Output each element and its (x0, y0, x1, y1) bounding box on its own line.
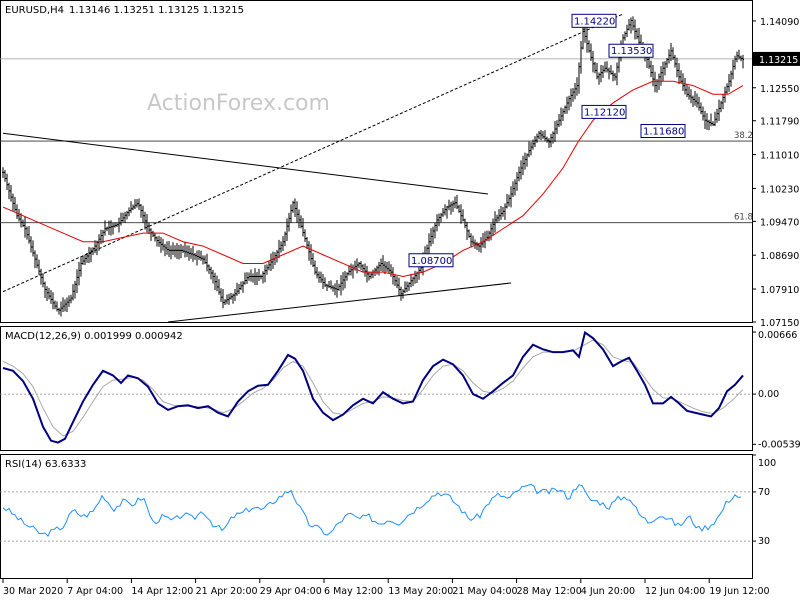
rsi-label: RSI(14) 63.6333 (5, 459, 86, 470)
fib-level-label: 38.2 (734, 131, 753, 141)
x-tick-label: 19 Jun 12:00 (709, 586, 769, 597)
fib-level-label: 61.8 (734, 213, 753, 223)
symbol-label: EURUSD,H4 (5, 5, 64, 16)
x-tick-label: 13 May 20:00 (388, 586, 453, 597)
price-y-tick-label: 1.11010 (760, 151, 799, 162)
level-annotation-label: 1.08700 (411, 256, 452, 267)
trendline (167, 282, 512, 323)
price-y-tick-label: 1.07150 (760, 318, 799, 329)
ohlc-label: 1.13146 1.13251 1.13125 1.13215 (69, 5, 244, 16)
trendline (2, 132, 489, 195)
x-tick-label: 21 Apr 20:00 (196, 586, 258, 597)
x-tick-label: 4 Jun 20:00 (581, 586, 635, 597)
x-tick-label: 21 May 04:00 (452, 586, 517, 597)
level-annotation-box (571, 13, 617, 28)
price-y-tick-label: 1.14090 (760, 17, 799, 28)
last-price-badge (753, 51, 800, 66)
last-price-label: 1.13215 (759, 55, 798, 66)
level-annotation-label: 1.11680 (643, 126, 684, 137)
x-tick-label: 14 Apr 12:00 (131, 586, 193, 597)
macd-line (2, 330, 744, 444)
price-y-tick-label: 1.11790 (760, 117, 799, 128)
x-tick-label: 29 Apr 04:00 (260, 586, 322, 597)
macd-label: MACD(12,26,9) 0.001999 0.000942 (5, 331, 183, 342)
rsi-y-tick-label: 100 (758, 458, 776, 469)
macd-y-tick-label: 0.00 (758, 389, 779, 400)
rsi-y-tick-label: 70 (758, 487, 770, 498)
level-annotation-box (640, 123, 686, 138)
price-y-tick-label: 1.07910 (760, 285, 799, 296)
macd-y-tick-label: 0.00666 (758, 330, 797, 341)
x-tick-label: 12 Jun 04:00 (645, 586, 705, 597)
rsi-layer (0, 483, 752, 542)
trendline (2, 13, 624, 293)
rsi-y-tick-label: 30 (758, 536, 770, 547)
price-y-tick-label: 1.09470 (760, 217, 799, 228)
x-tick-label: 7 Apr 04:00 (67, 586, 123, 597)
price-y-tick-label: 1.08690 (760, 251, 799, 262)
price-layer: 38.2 61.8 1.14220 1.13530 1.12120 1.11680 1.08… (0, 13, 753, 323)
level-annotation-box (581, 104, 627, 119)
x-tick-label: 28 May 12:00 (517, 586, 582, 597)
watermark: ActionForex.com (147, 91, 330, 116)
price-y-tick-label: 1.10230 (760, 184, 799, 195)
level-annotation-box (608, 43, 654, 58)
axis-layer: 1.14090 1.12550 1.11790 1.11010 1.10230 1.094… (2, 17, 800, 597)
macd-pane (0, 326, 753, 451)
moving-average-line (2, 80, 744, 277)
x-tick-label: 6 May 12:00 (324, 586, 383, 597)
price-y-tick-label: 1.12550 (760, 84, 799, 95)
level-annotation-label: 1.12120 (584, 107, 625, 118)
rsi-pane (0, 454, 753, 579)
rsi-line (2, 483, 742, 537)
level-annotation-label: 1.13530 (611, 46, 652, 57)
macd-layer (0, 330, 752, 444)
level-annotation-box (408, 253, 454, 268)
x-tick-label: 30 Mar 2020 (3, 586, 63, 597)
level-annotation-label: 1.14220 (574, 16, 615, 27)
